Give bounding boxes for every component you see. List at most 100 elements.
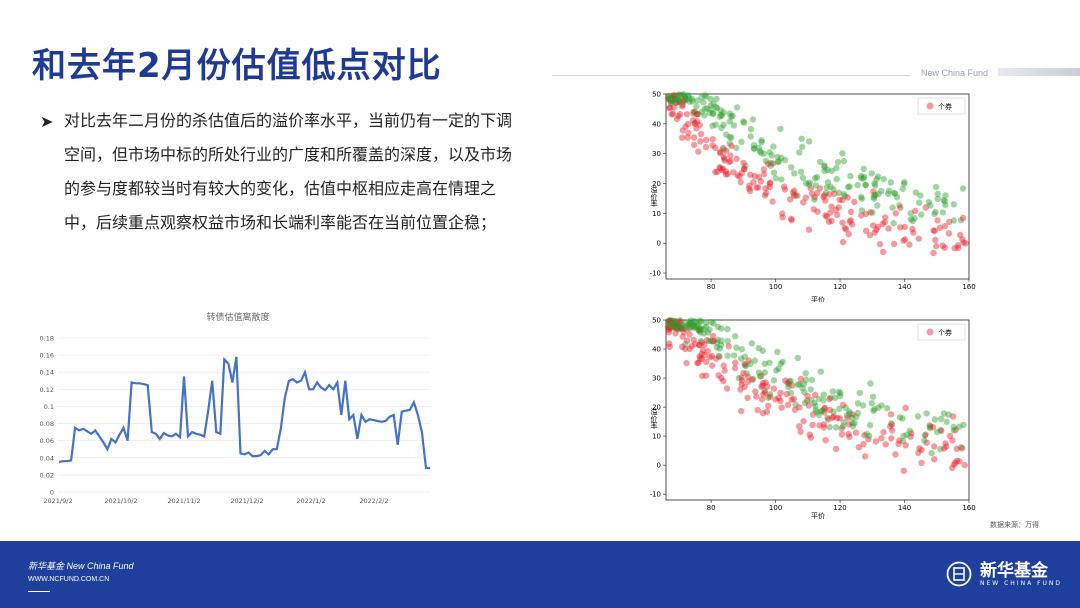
scatter-point — [701, 341, 708, 348]
scatter-point — [703, 337, 711, 344]
scatter-point — [759, 410, 767, 417]
scatter-point — [687, 320, 694, 327]
scatter-point — [769, 198, 776, 205]
scatter-point — [858, 207, 865, 214]
scatter-point — [723, 385, 731, 392]
scatter-point — [668, 321, 675, 328]
scatter-point — [842, 404, 849, 411]
scatter-point — [900, 432, 907, 440]
footer-logo-text: 新华基金 New China Fund — [28, 561, 134, 571]
scatter-point — [787, 377, 794, 384]
header-divider — [552, 75, 910, 76]
scatter-point — [791, 170, 798, 177]
scatter-point — [730, 122, 737, 129]
scatter-point — [805, 226, 813, 233]
scatter-point — [723, 131, 730, 138]
scatter-point — [686, 345, 693, 353]
scatter-point — [955, 244, 962, 252]
scatter-point — [932, 183, 940, 191]
scatter-point — [906, 427, 913, 434]
scatter-point — [764, 160, 772, 168]
scatter-point — [952, 426, 959, 433]
scatter-point — [838, 425, 845, 432]
scatter-point — [845, 421, 852, 428]
scatter-point — [879, 220, 886, 227]
y-tick-label: 0.14 — [40, 369, 54, 377]
scatter-point — [693, 103, 700, 110]
scatter-point — [837, 389, 844, 397]
scatter-point — [865, 436, 872, 443]
scatter-point — [664, 95, 672, 102]
scatter-point — [672, 318, 680, 325]
scatter-point — [781, 156, 789, 164]
scatter-point — [833, 164, 840, 172]
scatter-point — [871, 406, 878, 413]
footer-brand-sub: NEW CHINA FUND — [980, 579, 1063, 587]
scatter-point — [896, 414, 904, 421]
scatter-point — [726, 140, 733, 147]
scatter-point — [758, 137, 765, 144]
scatter-point — [886, 187, 893, 194]
scatter-point — [718, 374, 725, 382]
scatter-point — [825, 416, 832, 423]
scatter-point — [719, 144, 727, 152]
x-tick-label: 120 — [833, 504, 846, 512]
scatter-point — [781, 186, 789, 193]
scatter-point — [694, 321, 701, 328]
scatter-point — [664, 324, 672, 331]
scatter-point — [843, 412, 851, 419]
scatter-point — [688, 342, 695, 350]
scatter-point — [796, 404, 803, 411]
scatter-point — [698, 339, 706, 346]
scatter-point — [868, 400, 875, 407]
scatter-point — [760, 379, 767, 387]
scatter-point — [889, 427, 896, 434]
scatter-point — [937, 446, 944, 453]
scatter-point — [818, 408, 825, 415]
scatter-point — [832, 206, 839, 213]
scatter-point — [890, 220, 897, 227]
scatter-point — [926, 424, 934, 432]
scatter-point — [871, 180, 878, 187]
scatter-point — [718, 112, 725, 119]
scatter-point — [692, 324, 700, 331]
scatter-point — [684, 134, 691, 141]
x-axis-label: 平价 — [811, 296, 825, 302]
scatter-point — [667, 317, 674, 324]
scatter-point — [710, 337, 717, 345]
scatter-point — [875, 190, 882, 198]
scatter-point — [738, 138, 745, 145]
scatter-point — [778, 404, 785, 411]
scatter-point — [796, 381, 803, 388]
scatter-point — [668, 317, 675, 325]
scatter-point — [806, 179, 813, 186]
y-tick-label: 30 — [652, 150, 661, 158]
scatter-point — [665, 95, 672, 103]
scatter-point — [714, 336, 721, 343]
scatter-point — [665, 317, 673, 324]
scatter-point — [719, 167, 726, 174]
scatter-point — [844, 184, 852, 191]
scatter-point — [671, 317, 678, 325]
scatter-point — [784, 379, 791, 387]
scatter-point — [680, 91, 687, 98]
scatter-point — [688, 95, 695, 102]
scatter-point — [893, 194, 901, 201]
scatter-point — [765, 394, 772, 401]
scatter-point — [690, 110, 697, 117]
scatter-point — [811, 399, 818, 407]
scatter-point — [760, 170, 768, 178]
scatter-point — [690, 134, 698, 141]
scatter-point — [928, 450, 935, 457]
scatter-point — [683, 326, 690, 333]
scatter-point — [691, 120, 699, 127]
scatter-point — [797, 428, 804, 435]
scatter-point — [813, 408, 820, 416]
scatter-point — [801, 399, 809, 407]
scatter-point — [676, 111, 684, 118]
scatter-point — [799, 174, 807, 181]
scatter-point — [734, 104, 741, 111]
scatter-point — [870, 407, 877, 414]
scatter-point — [667, 317, 674, 324]
scatter-point — [708, 319, 715, 326]
